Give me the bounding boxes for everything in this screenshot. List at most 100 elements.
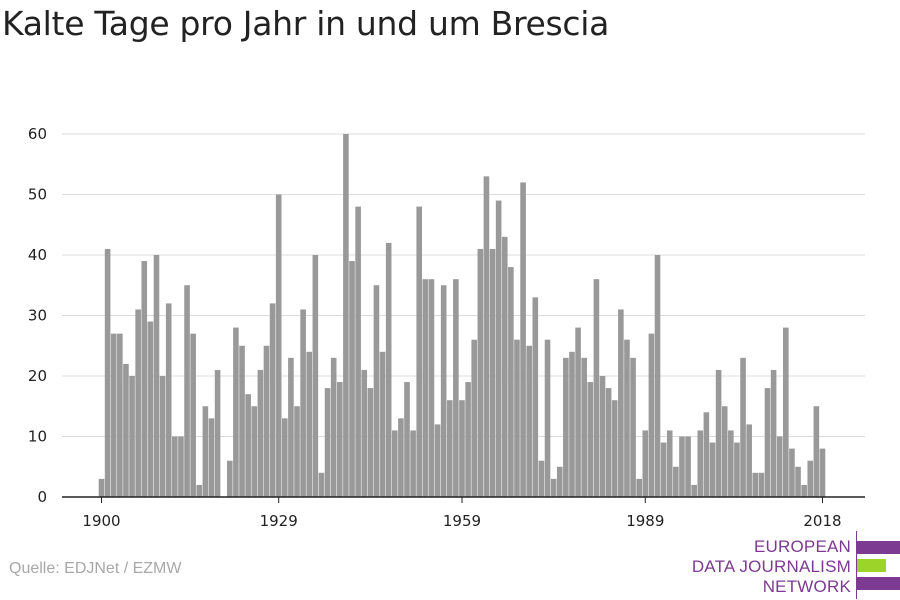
bar-1910 — [159, 376, 166, 497]
bar-1970 — [526, 345, 532, 497]
bar-1917 — [202, 406, 209, 497]
bar-1909 — [153, 255, 160, 497]
bar-1977 — [569, 351, 575, 497]
bar-1955 — [434, 424, 441, 497]
bar-1912 — [172, 436, 178, 497]
bar-1960 — [465, 382, 471, 497]
edjnet-logo[interactable]: EUROPEAN DATA JOURNALISM NETWORK — [680, 531, 900, 599]
bar-1995 — [679, 436, 685, 497]
bar-1988 — [636, 478, 642, 497]
bar-2015 — [801, 484, 807, 497]
bar-1905 — [129, 376, 135, 497]
bar-1938 — [330, 357, 337, 497]
bar-1918 — [208, 418, 215, 497]
bar-1966 — [501, 236, 508, 497]
bar-1971 — [532, 297, 539, 497]
bar-1903 — [117, 333, 123, 497]
bar-1936 — [318, 472, 325, 497]
bar-1929 — [275, 194, 282, 497]
y-tick-label: 20 — [28, 367, 47, 385]
bar-1948 — [391, 430, 398, 497]
logo-line-2: DATA JOURNALISM — [691, 557, 851, 576]
bar-1900 — [98, 478, 105, 497]
bar-1956 — [440, 285, 447, 497]
bar-1997 — [691, 484, 697, 497]
bar-1996 — [685, 436, 691, 497]
bar-1926 — [257, 369, 264, 497]
bar-1908 — [147, 321, 154, 497]
bar-1986 — [624, 339, 630, 497]
bar-1978 — [575, 327, 581, 497]
bar-1961 — [471, 339, 478, 497]
bar-1967 — [508, 267, 514, 497]
bar-2003 — [728, 430, 734, 497]
bar-1916 — [196, 484, 203, 497]
bar-2004 — [734, 442, 740, 497]
bar-1921 — [227, 460, 233, 497]
bar-1947 — [385, 242, 392, 497]
bar-1968 — [514, 339, 520, 497]
x-tick-label: 1959 — [443, 512, 481, 530]
bar-1928 — [269, 303, 276, 497]
bar-1980 — [587, 382, 594, 497]
bar-1934 — [306, 351, 313, 497]
y-tick-label: 40 — [28, 246, 47, 264]
bar-1906 — [135, 309, 141, 497]
bar-2016 — [807, 460, 814, 497]
bar-1964 — [489, 248, 496, 497]
bar-1913 — [178, 436, 184, 497]
bar-2013 — [789, 448, 795, 497]
bar-1991 — [654, 255, 661, 497]
bar-2007 — [752, 472, 759, 497]
bar-1985 — [618, 309, 624, 497]
bar-1946 — [379, 351, 386, 497]
x-tick-label: 2018 — [803, 512, 841, 530]
bar-1994 — [673, 466, 679, 497]
bar-1969 — [520, 182, 526, 497]
bar-1951 — [410, 430, 416, 497]
bar-1992 — [660, 442, 667, 497]
bar-1939 — [336, 382, 343, 497]
bar-1944 — [367, 388, 374, 497]
bar-1981 — [593, 279, 600, 497]
bar-1973 — [544, 339, 551, 497]
bar-1975 — [556, 466, 563, 497]
bar-1965 — [495, 200, 502, 498]
logo-bar-purple-top — [857, 541, 900, 554]
bar-1962 — [477, 248, 484, 497]
y-tick-label: 60 — [28, 125, 47, 143]
bar-2017 — [813, 406, 820, 497]
bar-2009 — [764, 388, 771, 497]
bar-1990 — [648, 333, 655, 497]
bar-1902 — [110, 333, 117, 497]
bar-2012 — [783, 327, 789, 497]
bar-2011 — [776, 436, 783, 497]
bar-1919 — [214, 369, 221, 497]
bar-1915 — [190, 333, 196, 497]
bar-1952 — [416, 206, 423, 497]
bar-1972 — [538, 460, 545, 497]
y-tick-label: 0 — [37, 488, 47, 506]
bar-1935 — [312, 255, 319, 497]
bar-2002 — [721, 406, 728, 497]
bar-2010 — [770, 369, 777, 497]
bar-2018 — [819, 448, 826, 497]
bar-1931 — [288, 357, 294, 497]
bar-1999 — [703, 412, 710, 497]
bar-1976 — [563, 357, 569, 497]
bar-1974 — [550, 478, 557, 497]
bar-2000 — [709, 442, 716, 497]
bar-1982 — [599, 376, 606, 497]
bar-1923 — [239, 345, 245, 497]
bar-1937 — [324, 388, 331, 497]
bar-1950 — [404, 382, 410, 497]
bar-1914 — [184, 285, 190, 497]
bar-1904 — [123, 363, 129, 497]
logo-bar-green — [857, 559, 886, 572]
bar-1932 — [294, 406, 300, 497]
bar-1943 — [361, 369, 368, 497]
logo-wordmark: EUROPEAN DATA JOURNALISM NETWORK — [692, 537, 851, 597]
bar-2006 — [746, 424, 752, 497]
bar-1925 — [251, 406, 258, 497]
